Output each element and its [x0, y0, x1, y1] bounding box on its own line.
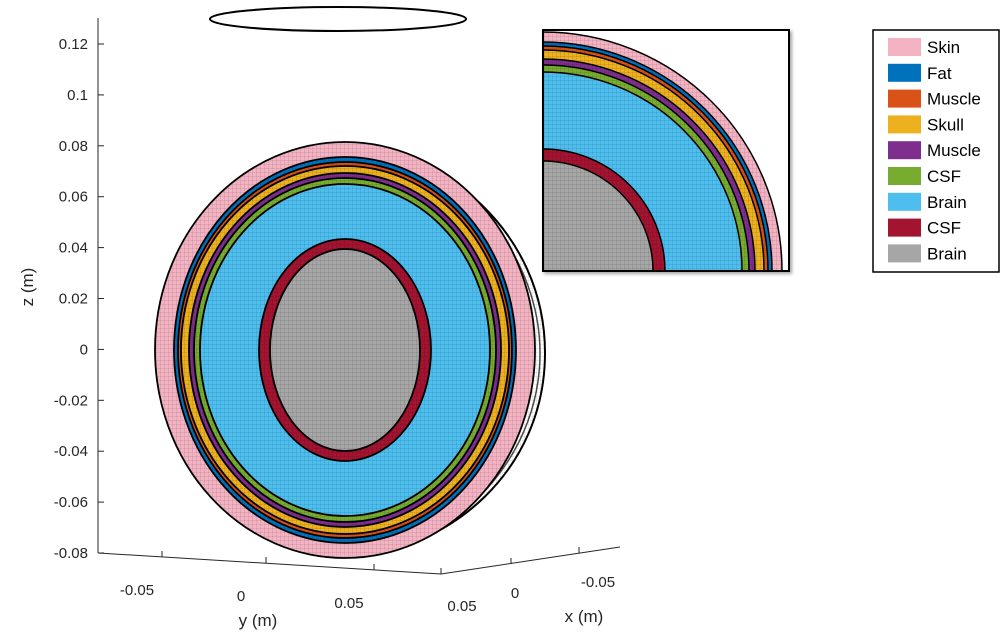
- y-tick-label: 0: [237, 588, 245, 605]
- x-tick-label: -0.05: [581, 574, 615, 591]
- z-tick-label: -0.08: [54, 545, 88, 562]
- z-tick-label: 0.06: [59, 189, 88, 206]
- layer-mesh: [270, 249, 420, 451]
- inset-layer-mesh: [543, 161, 653, 271]
- legend-swatch-brain-outer: [888, 192, 921, 211]
- legend-label-skin: Skin: [927, 38, 960, 57]
- legend-label-csf-inner: CSF: [927, 219, 961, 238]
- x-axis-label: x (m): [565, 607, 604, 626]
- z-tick-label: 0.04: [59, 240, 88, 257]
- inset-panel: [542, 29, 790, 272]
- legend-swatch-fat: [888, 63, 921, 82]
- z-axis-label: z (m): [18, 268, 37, 307]
- legend-swatch-skin: [888, 38, 921, 56]
- legend: Skin Fat Muscle Skull Muscle CSF Brain CSF Brain: [872, 29, 1000, 273]
- z-tick-label: 0.1: [67, 87, 88, 104]
- z-tick-label: -0.02: [54, 392, 88, 409]
- z-tick-label: -0.06: [54, 494, 88, 511]
- top-ellipse-marker: [209, 6, 467, 32]
- legend-label-skull: Skull: [927, 115, 964, 134]
- x-axis-ticks: 0.05 0 -0.05: [440, 547, 615, 615]
- legend-swatch-muscle-outer: [888, 89, 921, 108]
- x-tick-label: 0: [511, 585, 519, 602]
- y-axis-ticks: -0.05 0 0.05: [120, 551, 375, 612]
- legend-label-brain-outer: Brain: [927, 193, 967, 212]
- z-axis-ticks: 0.12 0.1 0.08 0.06 0.04 0.02 0 -0.02 -0.04 -0.06 -…: [54, 36, 104, 562]
- axes-frame: [97, 18, 621, 575]
- legend-label-muscle-outer: Muscle: [927, 90, 981, 109]
- z-tick-label: 0.12: [59, 36, 88, 53]
- legend-label-muscle-inner: Muscle: [927, 141, 981, 160]
- x-axis-line: [440, 546, 621, 575]
- z-tick-label: 0.08: [59, 138, 88, 155]
- x-tick-label: 0.05: [447, 598, 476, 615]
- legend-label-fat: Fat: [927, 64, 952, 83]
- legend-swatch-muscle-inner: [888, 141, 921, 160]
- y-axis-label: y (m): [239, 611, 278, 630]
- y-tick-label: -0.05: [120, 582, 154, 599]
- head-cross-section: [154, 141, 536, 559]
- legend-swatch-brain-inner: [888, 244, 921, 263]
- legend-swatch-csf-inner: [888, 218, 921, 237]
- z-tick-label: 0: [80, 341, 88, 358]
- legend-label-csf-outer: CSF: [927, 167, 961, 186]
- legend-label-brain-inner: Brain: [927, 244, 967, 263]
- legend-swatch-csf-outer: [888, 167, 921, 185]
- y-axis-line: [97, 552, 442, 575]
- y-tick-label: 0.05: [334, 595, 363, 612]
- z-tick-label: -0.04: [54, 443, 88, 460]
- z-tick-label: 0.02: [59, 291, 88, 308]
- legend-swatch-skull: [888, 115, 921, 134]
